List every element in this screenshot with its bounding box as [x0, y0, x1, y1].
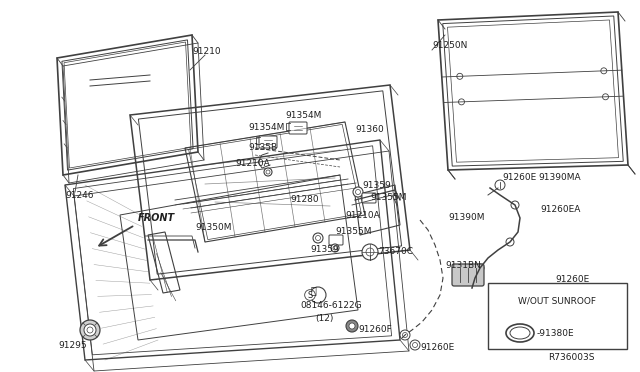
- Text: R736003S: R736003S: [548, 353, 595, 362]
- FancyBboxPatch shape: [289, 122, 307, 134]
- Text: 91350M: 91350M: [195, 224, 232, 232]
- Text: -91380E: -91380E: [537, 328, 575, 337]
- Text: 91360: 91360: [355, 125, 384, 135]
- Text: (12): (12): [315, 314, 333, 323]
- Text: 91250N: 91250N: [432, 41, 467, 49]
- Text: 91355M: 91355M: [370, 193, 406, 202]
- Text: 91390M: 91390M: [448, 214, 484, 222]
- Circle shape: [457, 73, 463, 79]
- Text: FRONT: FRONT: [138, 213, 175, 223]
- Text: 91260E: 91260E: [555, 276, 589, 285]
- Circle shape: [400, 330, 410, 340]
- Circle shape: [362, 244, 378, 260]
- Circle shape: [310, 287, 326, 303]
- Circle shape: [346, 320, 358, 332]
- Circle shape: [331, 244, 339, 252]
- Circle shape: [601, 68, 607, 74]
- FancyBboxPatch shape: [452, 264, 484, 286]
- Text: 91260E: 91260E: [420, 343, 454, 353]
- Circle shape: [476, 264, 484, 272]
- Circle shape: [313, 233, 323, 243]
- Text: 08146-6122G: 08146-6122G: [300, 301, 362, 310]
- FancyBboxPatch shape: [362, 193, 376, 203]
- Circle shape: [84, 324, 96, 336]
- FancyBboxPatch shape: [329, 235, 343, 245]
- Text: 91260EA: 91260EA: [540, 205, 580, 215]
- Circle shape: [458, 99, 465, 105]
- Circle shape: [495, 180, 505, 190]
- Circle shape: [506, 238, 514, 246]
- Text: 91210A: 91210A: [345, 211, 380, 219]
- Text: 91280: 91280: [290, 196, 319, 205]
- Text: 91260E: 91260E: [502, 173, 536, 183]
- Circle shape: [349, 323, 355, 329]
- Text: 91210: 91210: [192, 48, 221, 57]
- Circle shape: [353, 187, 363, 197]
- Text: S: S: [307, 291, 312, 299]
- Text: ⓫: ⓫: [310, 285, 316, 295]
- Circle shape: [602, 94, 609, 100]
- Text: 91354M: 91354M: [285, 110, 321, 119]
- Text: 91210A: 91210A: [235, 158, 269, 167]
- Text: 91359: 91359: [362, 180, 391, 189]
- Text: 91246: 91246: [65, 190, 93, 199]
- Circle shape: [410, 340, 420, 350]
- Text: 91390MA: 91390MA: [538, 173, 580, 183]
- Circle shape: [264, 168, 272, 176]
- FancyBboxPatch shape: [488, 283, 627, 349]
- Text: 91295: 91295: [58, 340, 86, 350]
- Text: 73670C: 73670C: [378, 247, 413, 257]
- Text: 91355M: 91355M: [335, 228, 371, 237]
- Circle shape: [511, 201, 519, 209]
- FancyBboxPatch shape: [259, 136, 277, 148]
- Text: 91354M: 91354M: [248, 124, 284, 132]
- Text: 91260F: 91260F: [358, 326, 392, 334]
- Text: 9135B: 9135B: [248, 144, 277, 153]
- Text: W/OUT SUNROOF: W/OUT SUNROOF: [518, 297, 596, 306]
- Text: 9131BN: 9131BN: [445, 260, 481, 269]
- Text: 91359: 91359: [310, 246, 339, 254]
- Circle shape: [80, 320, 100, 340]
